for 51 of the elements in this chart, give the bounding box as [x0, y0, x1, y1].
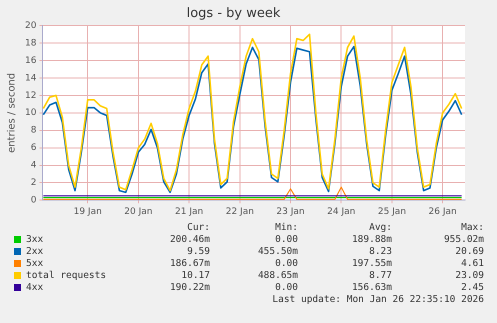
- legend-label: 2xx: [26, 246, 44, 257]
- text: 8.77: [369, 270, 392, 281]
- y-tick-label: 8: [30, 126, 37, 136]
- text: 197.55m: [352, 258, 392, 269]
- x-tick-label: 21 Jan: [175, 206, 204, 217]
- text: 9.59: [187, 246, 210, 257]
- text: Last update: Mon Jan 26 22:35:10 2026: [272, 294, 484, 305]
- y-tick-label: 14: [25, 73, 37, 84]
- y-tick-label: 0: [30, 196, 37, 206]
- text: Max:: [461, 222, 484, 233]
- y-tick-label: 20: [25, 20, 37, 31]
- y-tick-label: 16: [25, 56, 37, 66]
- text: Min:: [275, 222, 298, 233]
- text: 189.88m: [352, 234, 392, 245]
- legend-label: total requests: [26, 270, 106, 281]
- text: 2.45: [461, 282, 484, 293]
- y-tick-label: 12: [25, 90, 36, 101]
- text: 8.23: [369, 246, 392, 257]
- x-tick-label: 24 Jan: [327, 206, 356, 217]
- legend-label: 3xx: [26, 234, 44, 245]
- text: 186.67m: [170, 258, 210, 269]
- x-tick-label: 26 Jan: [428, 206, 457, 217]
- x-tick-label: 20 Jan: [124, 206, 152, 217]
- chart-title: logs - by week: [186, 6, 281, 22]
- y-tick-label: 6: [30, 143, 37, 154]
- x-tick-label: 22 Jan: [226, 206, 254, 217]
- text: 0.00: [275, 282, 298, 293]
- text: 955.02m: [444, 234, 484, 245]
- legend-label: 4xx: [26, 282, 44, 293]
- text: 488.65m: [258, 270, 298, 281]
- y-axis-title: entries / second: [6, 72, 18, 153]
- legend-label: 5xx: [26, 258, 44, 269]
- text: Avg:: [369, 222, 392, 233]
- y-tick-label: 4: [30, 160, 37, 171]
- text: 200.46m: [170, 234, 210, 245]
- text: 10.17: [181, 270, 210, 281]
- x-tick-label: 19 Jan: [74, 206, 102, 217]
- text: 156.63m: [352, 282, 392, 293]
- text: 4.61: [461, 258, 484, 269]
- text: Cur:: [187, 222, 210, 233]
- text: 0.00: [275, 258, 298, 269]
- y-tick-label: 10: [25, 108, 37, 118]
- x-tick-label: 25 Jan: [378, 206, 406, 217]
- x-tick-label: 23 Jan: [276, 206, 305, 217]
- text: 23.09: [455, 270, 484, 281]
- text: 190.22m: [170, 282, 210, 293]
- y-tick-label: 2: [30, 178, 36, 188]
- text: 0.00: [275, 234, 298, 245]
- text: 20.69: [455, 246, 484, 257]
- y-tick-label: 18: [25, 38, 37, 48]
- text: 455.50m: [258, 246, 298, 257]
